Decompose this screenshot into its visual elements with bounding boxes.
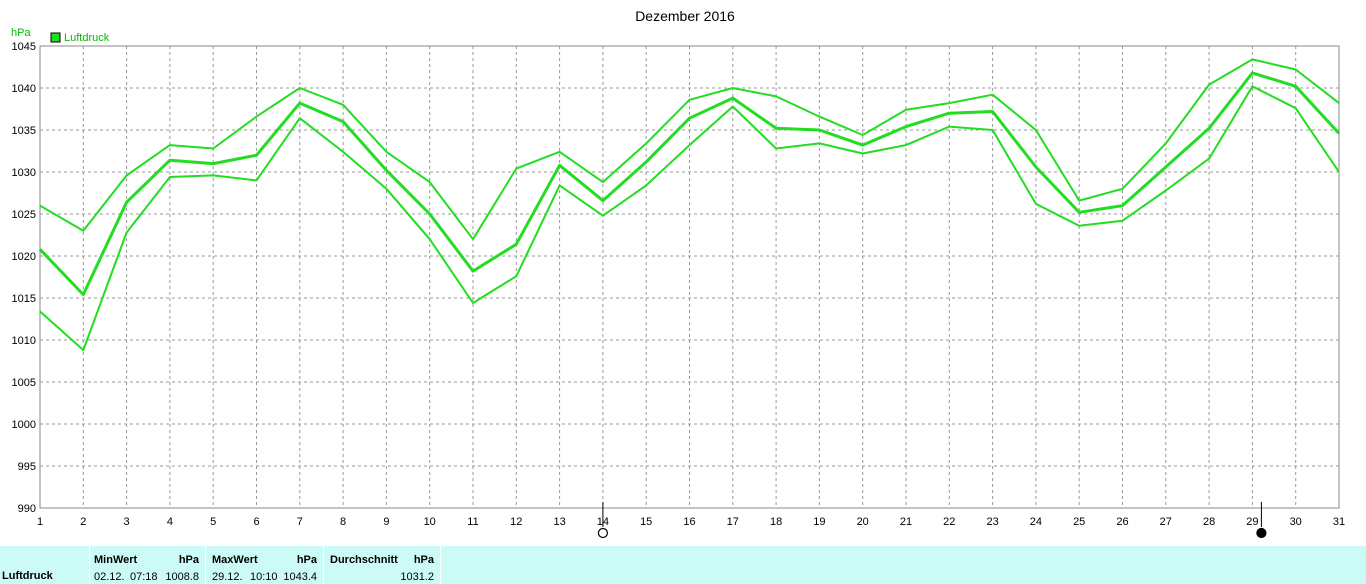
min-time: 07:18 xyxy=(130,571,158,583)
avg-unit: hPa xyxy=(413,554,434,566)
legend-swatch xyxy=(50,32,61,43)
series-lines xyxy=(38,58,1341,352)
x-tick-label: 24 xyxy=(1030,516,1042,528)
series-line-avg xyxy=(38,71,1341,297)
x-tick-labels: 1 2 3 4 5 6 7 8 9 10 11 12 13 14 15 16 17 18 19 20 21 22 23 24 2… xyxy=(37,516,1345,528)
series-line-max xyxy=(39,58,1340,241)
x-tick-label: 1 xyxy=(37,516,43,528)
avg-value: 1031.2 xyxy=(400,571,434,583)
x-tick-label: 28 xyxy=(1203,516,1215,528)
y-tick-label: 1030 xyxy=(12,167,36,179)
footer-row-label-cell: Luftdruck xyxy=(0,546,90,584)
max-value: 1043.4 xyxy=(283,571,317,583)
chart-title: Dezember 2016 xyxy=(635,8,735,24)
min-date: 02.12. xyxy=(94,571,125,583)
x-tick-label: 23 xyxy=(986,516,998,528)
y-tick-label: 1045 xyxy=(12,41,36,53)
x-tick-label: 31 xyxy=(1333,516,1345,528)
x-tick-label: 21 xyxy=(900,516,912,528)
min-header: MinWert xyxy=(94,554,138,566)
x-tick-label: 19 xyxy=(813,516,825,528)
moon-phase-markers xyxy=(597,502,1267,539)
x-tick-label: 20 xyxy=(857,516,869,528)
y-tick-label: 1025 xyxy=(12,209,36,221)
x-tick-label: 29 xyxy=(1246,516,1258,528)
y-tick-label: 1005 xyxy=(12,377,36,389)
footer-row-label: Luftdruck xyxy=(2,570,53,582)
y-tick-label: 1010 xyxy=(12,335,36,347)
stats-footer: Luftdruck MinWert hPa 02.12. 07:18 1008.… xyxy=(0,546,1366,584)
y-tick-label: 995 xyxy=(18,461,36,473)
x-tick-label: 15 xyxy=(640,516,652,528)
x-tick-label: 26 xyxy=(1116,516,1128,528)
x-tick-label: 6 xyxy=(253,516,259,528)
x-tick-label: 2 xyxy=(80,516,86,528)
x-tick-label: 17 xyxy=(727,516,739,528)
x-tick-label: 22 xyxy=(943,516,955,528)
legend-label: Luftdruck xyxy=(64,32,110,44)
pressure-chart: Dezember 2016 hPa Luftdruck 990 995 1000 10… xyxy=(11,8,1345,539)
x-tick-label: 16 xyxy=(683,516,695,528)
x-tick-label: 30 xyxy=(1290,516,1302,528)
x-tick-label: 18 xyxy=(770,516,782,528)
x-tick-label: 13 xyxy=(553,516,565,528)
average-cell: Durchschnitt hPa 1031.2 xyxy=(324,546,441,584)
new-moon-icon xyxy=(1256,527,1267,539)
max-unit: hPa xyxy=(296,554,317,566)
x-tick-label: 3 xyxy=(124,516,130,528)
legend: Luftdruck xyxy=(50,32,110,44)
x-tick-label: 9 xyxy=(383,516,389,528)
y-tick-label: 1015 xyxy=(12,293,36,305)
y-tick-label: 990 xyxy=(18,503,36,515)
avg-header: Durchschnitt xyxy=(330,554,398,566)
x-tick-label: 4 xyxy=(167,516,173,528)
x-tick-label: 5 xyxy=(210,516,216,528)
y-axis-unit: hPa xyxy=(11,27,31,39)
y-tick-label: 1035 xyxy=(12,125,36,137)
x-tick-label: 25 xyxy=(1073,516,1085,528)
max-date: 29.12. xyxy=(212,571,243,583)
max-value-cell: MaxWert hPa 29.12. 10:10 1043.4 xyxy=(206,546,324,584)
y-tick-label: 1040 xyxy=(12,83,36,95)
min-value-cell: MinWert hPa 02.12. 07:18 1008.8 xyxy=(90,546,206,584)
y-tick-labels: 990 995 1000 1005 1010 1015 1020 1025 1030 1035 10… xyxy=(12,41,36,515)
series-line-min xyxy=(39,85,1340,352)
x-tick-label: 8 xyxy=(340,516,346,528)
grid xyxy=(40,46,1339,508)
min-value: 1008.8 xyxy=(165,571,199,583)
max-time: 10:10 xyxy=(250,571,278,583)
x-tick-label: 11 xyxy=(467,516,478,528)
y-tick-label: 1000 xyxy=(12,419,36,431)
x-tick-label: 27 xyxy=(1160,516,1172,528)
x-tick-label: 7 xyxy=(297,516,303,528)
x-tick-label: 10 xyxy=(424,516,436,528)
y-tick-label: 1020 xyxy=(12,251,36,263)
full-moon-icon xyxy=(597,527,609,539)
max-header: MaxWert xyxy=(212,554,258,566)
x-tick-label: 12 xyxy=(510,516,522,528)
min-unit: hPa xyxy=(178,554,199,566)
